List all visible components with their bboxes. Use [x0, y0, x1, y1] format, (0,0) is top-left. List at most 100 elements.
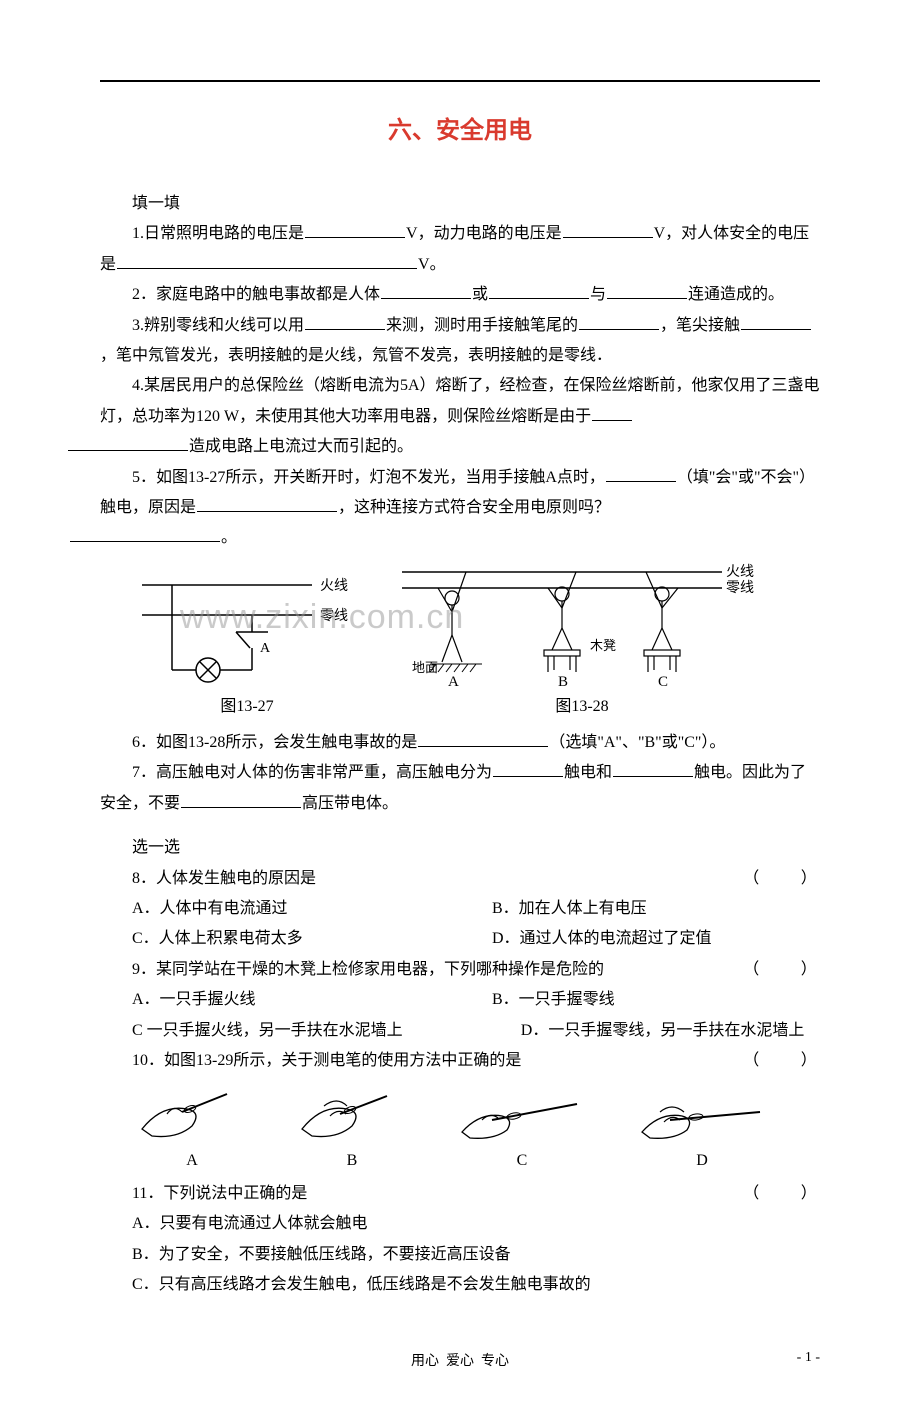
- q4-text-b: 造成电路上电流过大而引起的。: [189, 438, 413, 455]
- q11-opt-a: A．只要有电流通过人体就会触电: [100, 1209, 820, 1239]
- figure-row-1: 火线 零线 A: [132, 560, 820, 690]
- section-choice-heading: 选一选: [100, 833, 820, 863]
- fig-13-27-caption: 图13-27: [132, 692, 362, 722]
- question-2: 2．家庭电路中的触电事故都是人体 或 与 连通造成的。: [100, 280, 820, 310]
- q9-opt-a: A．一只手握火线: [100, 985, 460, 1015]
- hot-wire-label: 火线: [320, 578, 348, 594]
- question-5: 5．如图13-27所示，开关断开时，灯泡不发光，当用手接触A点时，（填"会"或"…: [100, 463, 820, 554]
- q11-opt-c: C．只有高压线路才会发生触电，低压线路是不会发生触电事故的: [100, 1270, 820, 1300]
- q6-text-b: （选填"A"、"B"或"C"）。: [549, 734, 725, 751]
- q1-text-a: 1.日常照明电路的电压是: [132, 225, 304, 242]
- q1-text-b: V，动力电路的电压是: [406, 225, 562, 242]
- q7-text-b: 触电和: [564, 764, 612, 781]
- blank: [197, 496, 337, 512]
- q10-label-c: C: [452, 1146, 592, 1176]
- svg-text:零线: 零线: [726, 580, 754, 596]
- q1-text-d: V。: [418, 256, 446, 273]
- blank: [606, 465, 676, 481]
- svg-text:火线: 火线: [726, 564, 754, 580]
- q5-text-c: ，这种连接方式符合安全用电原则吗？: [338, 499, 610, 516]
- q5-text-a: 5．如图13-27所示，开关断开时，灯泡不发光，当用手接触A点时，: [132, 469, 605, 486]
- pen-usage-b: [292, 1084, 412, 1144]
- answer-paren: （ ）: [711, 864, 820, 894]
- q8-opt-c: C．人体上积累电荷太多: [100, 924, 460, 954]
- section-fill-heading: 填一填: [100, 189, 820, 219]
- test-pen-icon: [132, 1084, 252, 1144]
- blank: [741, 313, 811, 329]
- q10-label-b: B: [292, 1146, 412, 1176]
- q10-option-labels: A B C D: [132, 1146, 772, 1176]
- shock-scenario-icon: 火线 零线 地面: [402, 560, 762, 690]
- blank: [563, 222, 653, 238]
- q10-label-a: A: [132, 1146, 252, 1176]
- svg-text:木凳: 木凳: [590, 638, 616, 653]
- fig-13-28-caption: 图13-28: [422, 692, 742, 722]
- svg-text:A: A: [448, 674, 459, 690]
- q3-text-c: ，笔尖接触: [660, 317, 740, 334]
- question-7: 7．高压触电对人体的伤害非常严重，高压触电分为触电和触电。因此为了安全，不要高压…: [100, 758, 820, 819]
- point-a-label: A: [260, 641, 271, 656]
- question-8: 8．人体发生触电的原因是 （ ）: [100, 864, 820, 894]
- q2-text-c: 与: [590, 286, 606, 303]
- blank: [418, 731, 548, 747]
- page-title: 六、安全用电: [100, 110, 820, 145]
- q8-options-row2: C．人体上积累电荷太多 D．通过人体的电流超过了定值: [100, 924, 820, 954]
- q9-opt-b: B．一只手握零线: [460, 985, 820, 1015]
- q6-text-a: 6．如图13-28所示，会发生触电事故的是: [132, 734, 417, 751]
- svg-text:地面: 地面: [412, 660, 438, 675]
- neutral-wire-label: 零线: [320, 608, 348, 624]
- question-6: 6．如图13-28所示，会发生触电事故的是 （选填"A"、"B"或"C"）。: [100, 728, 820, 758]
- q2-text-b: 或: [472, 286, 488, 303]
- question-4: 4.某居民用户的总保险丝（熔断电流为5A）熔断了，经检查，在保险丝熔断前，他家仅…: [100, 371, 820, 462]
- q11-opt-b: B．为了安全，不要接触低压线路，不要接近高压设备: [100, 1240, 820, 1270]
- test-pen-icon: [452, 1084, 592, 1144]
- q3-text-a: 3.辨别零线和火线可以用: [132, 317, 304, 334]
- q7-text-a: 7．高压触电对人体的伤害非常严重，高压触电分为: [132, 764, 492, 781]
- pen-usage-d: [632, 1084, 772, 1144]
- blank: [613, 761, 693, 777]
- blank: [305, 222, 405, 238]
- circuit-diagram-icon: 火线 零线 A: [132, 570, 362, 690]
- top-rule: [100, 80, 820, 82]
- q11-stem: 11．下列说法中正确的是: [132, 1185, 307, 1202]
- q2-text-a: 2．家庭电路中的触电事故都是人体: [132, 286, 380, 303]
- question-11: 11．下列说法中正确的是 （ ）: [100, 1179, 820, 1209]
- q8-stem: 8．人体发生触电的原因是: [132, 870, 316, 887]
- q9-options-row1: A．一只手握火线 B．一只手握零线: [100, 985, 820, 1015]
- q8-opt-a: A．人体中有电流通过: [100, 894, 460, 924]
- q4-text-a: 4.某居民用户的总保险丝（熔断电流为5A）熔断了，经检查，在保险丝熔断前，他家仅…: [100, 377, 820, 424]
- answer-paren: （ ）: [711, 1046, 820, 1076]
- q3-text-b: 来测，测时用手接触笔尾的: [386, 317, 578, 334]
- q9-options-row2: C 一只手握火线，另一手扶在水泥墙上 D．一只手握零线，另一手扶在水泥墙上: [100, 1016, 820, 1046]
- answer-paren: （ ）: [711, 1179, 820, 1209]
- blank: [607, 283, 687, 299]
- pen-usage-a: [132, 1084, 252, 1144]
- blank: [579, 313, 659, 329]
- q7-text-d: 高压带电体。: [302, 795, 398, 812]
- page-footer: 用心 爱心 专心 - 1 -: [100, 1350, 820, 1370]
- footer-text: 用心 爱心 专心: [411, 1354, 509, 1369]
- figure-caption-row: 图13-27 图13-28: [132, 692, 820, 722]
- blank: [493, 761, 563, 777]
- question-10: 10．如图13-29所示，关于测电笔的使用方法中正确的是 （ ）: [100, 1046, 820, 1076]
- figure-13-28: 火线 零线 地面: [402, 560, 762, 690]
- test-pen-icon: [632, 1084, 772, 1144]
- body-content: 填一填 1.日常照明电路的电压是V，动力电路的电压是V，对人体安全的电压是V。 …: [100, 189, 820, 1300]
- q5-text-d: 。: [221, 529, 237, 546]
- page-number: - 1 -: [797, 1350, 820, 1366]
- q2-text-d: 连通造成的。: [688, 286, 784, 303]
- test-pen-icon: [292, 1084, 412, 1144]
- q9-stem: 9．某同学站在干燥的木凳上检修家用电器，下列哪种操作是危险的: [132, 961, 604, 978]
- q10-label-d: D: [632, 1146, 772, 1176]
- question-1: 1.日常照明电路的电压是V，动力电路的电压是V，对人体安全的电压是V。: [100, 219, 820, 280]
- q3-text-d: ，笔中氖管发光，表明接触的是火线，氖管不发亮，表明接触的是零线．: [100, 347, 612, 364]
- q9-opt-d: D．一只手握零线，另一手扶在水泥墙上: [489, 1016, 805, 1046]
- question-9: 9．某同学站在干燥的木凳上检修家用电器，下列哪种操作是危险的 （ ）: [100, 955, 820, 985]
- answer-paren: （ ）: [711, 955, 820, 985]
- q10-stem: 10．如图13-29所示，关于测电笔的使用方法中正确的是: [132, 1052, 521, 1069]
- svg-text:C: C: [658, 674, 668, 690]
- q8-opt-b: B．加在人体上有电压: [460, 894, 820, 924]
- blank: [181, 792, 301, 808]
- blank: [489, 283, 589, 299]
- pen-usage-c: [452, 1084, 592, 1144]
